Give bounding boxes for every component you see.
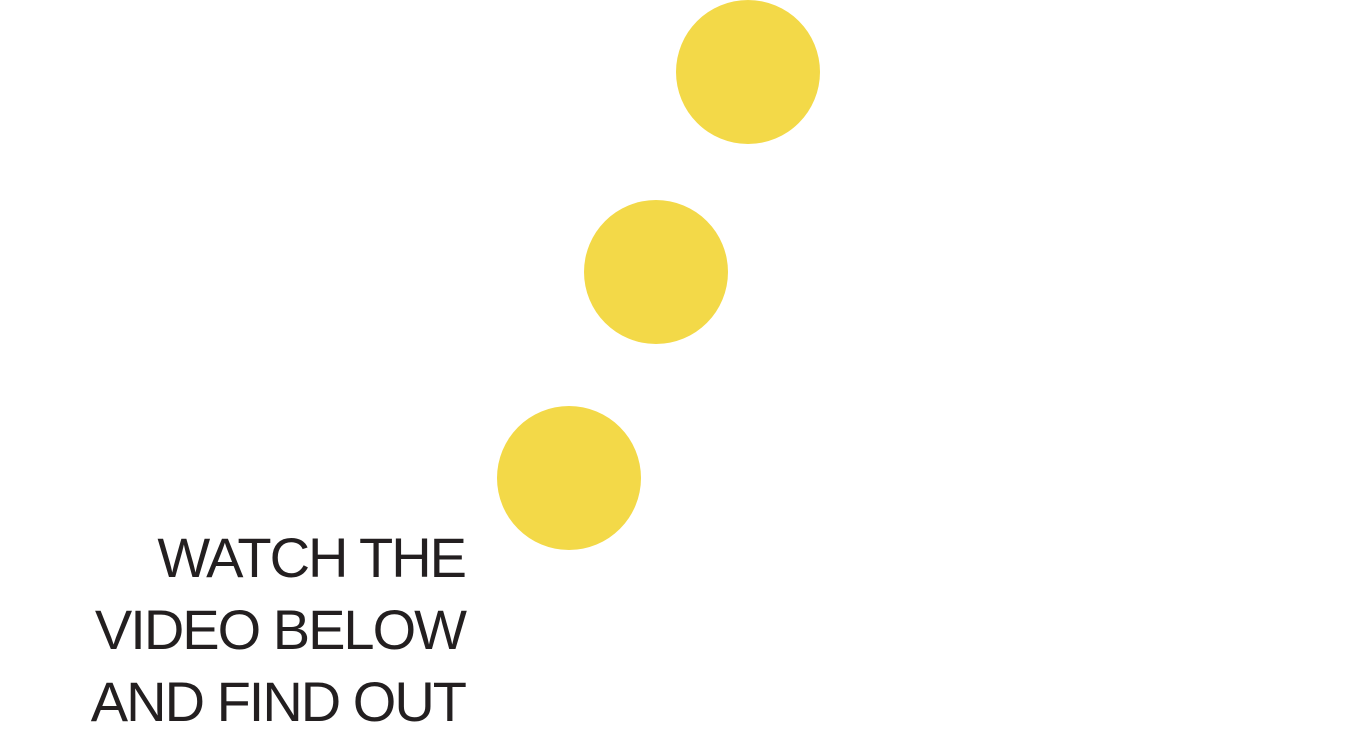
- yellow-dot-bottom: [497, 406, 641, 550]
- yellow-dot-top: [676, 0, 820, 144]
- cta-line-2: VIDEO BELOW: [94, 598, 467, 661]
- cta-heading: WATCH THE VIDEO BELOW AND FIND OUT: [90, 522, 467, 738]
- cta-line-3: AND FIND OUT: [90, 670, 467, 733]
- cta-line-1: WATCH THE: [157, 526, 467, 589]
- yellow-dot-middle: [584, 200, 728, 344]
